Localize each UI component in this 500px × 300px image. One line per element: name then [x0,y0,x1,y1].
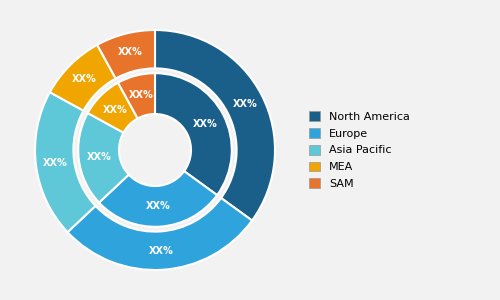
Wedge shape [35,92,96,232]
Wedge shape [88,83,138,133]
Text: XX%: XX% [149,246,174,256]
Text: XX%: XX% [146,201,171,211]
Wedge shape [97,30,155,79]
Text: XX%: XX% [86,152,112,162]
Wedge shape [155,30,275,220]
Legend: North America, Europe, Asia Pacific, MEA, SAM: North America, Europe, Asia Pacific, MEA… [306,107,413,193]
Text: XX%: XX% [193,119,218,129]
Text: XX%: XX% [102,105,128,115]
Text: XX%: XX% [128,90,154,100]
Wedge shape [99,171,217,227]
Wedge shape [68,198,252,270]
Text: XX%: XX% [118,47,142,57]
Text: XX%: XX% [42,158,68,168]
Text: XX%: XX% [232,99,257,109]
Wedge shape [78,113,129,202]
Text: XX%: XX% [72,74,96,84]
Wedge shape [155,73,232,195]
Wedge shape [50,45,116,111]
Wedge shape [118,73,155,118]
